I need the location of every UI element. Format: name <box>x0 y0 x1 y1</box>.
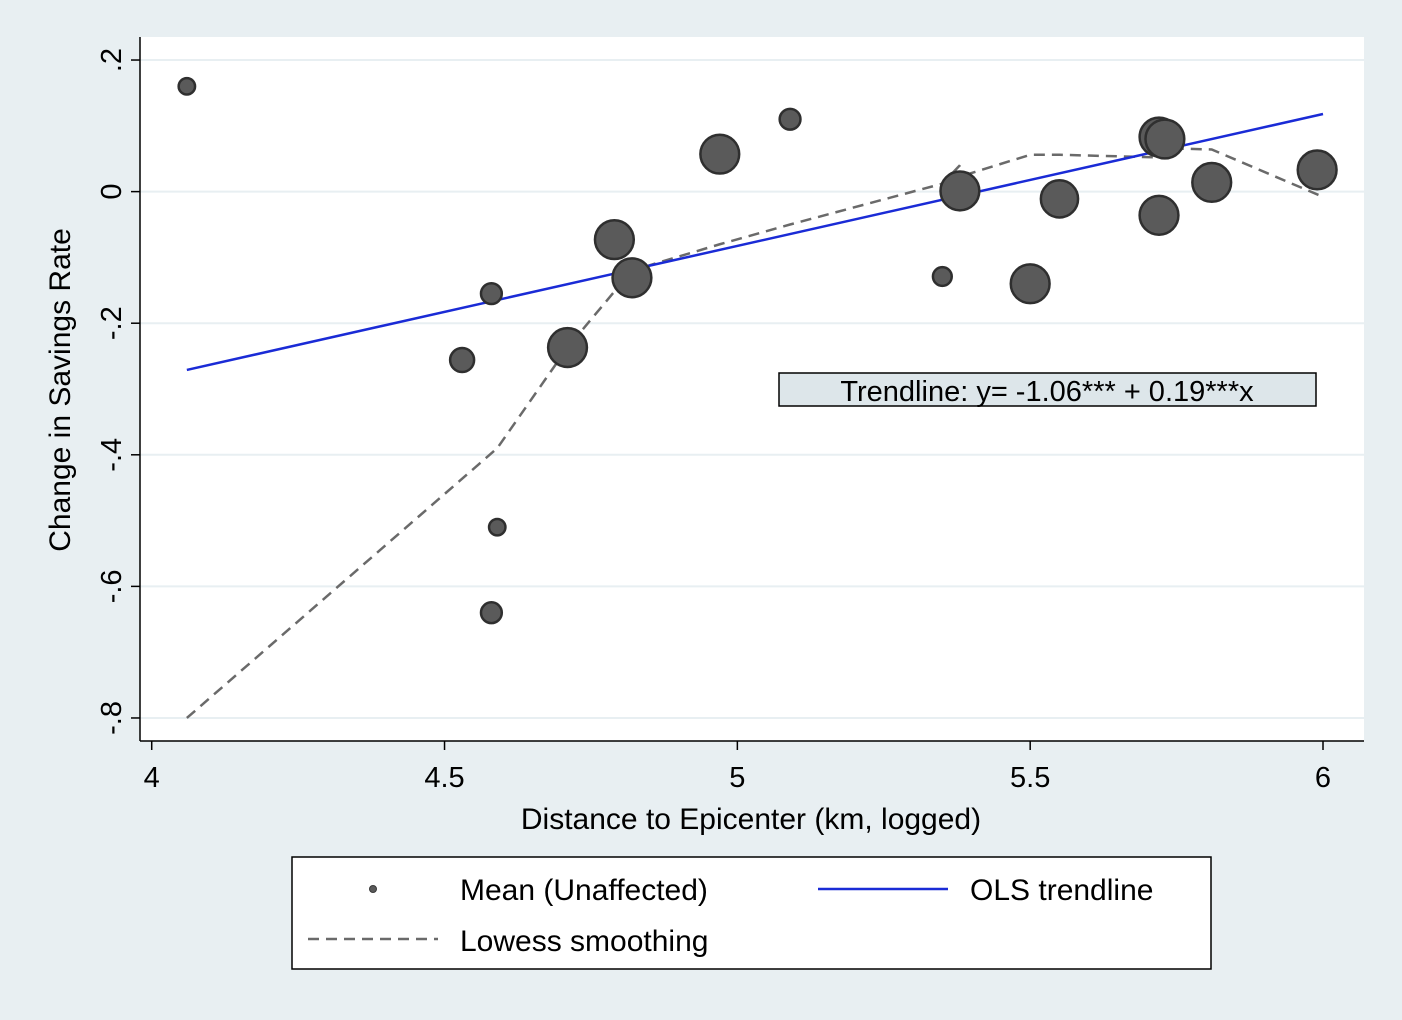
axes: .2 0 -.2 -.4 -.6 -.8 4 4.5 5 5.5 6 <box>96 37 1364 794</box>
x-tick-label: 4 <box>144 762 160 794</box>
ols-trendline <box>186 112 1324 372</box>
data-point <box>1144 118 1186 160</box>
legend-marker-mean <box>369 885 377 893</box>
annotation-background <box>778 372 1317 407</box>
data-point <box>778 107 802 131</box>
data-point <box>611 257 653 299</box>
data-point <box>546 326 589 369</box>
legend-label-ols: OLS trendline <box>970 874 1153 907</box>
data-point <box>1039 179 1080 219</box>
data-point <box>1009 263 1051 305</box>
legend-box <box>291 856 1212 970</box>
data-point <box>699 133 741 175</box>
data-point <box>479 281 504 306</box>
data-point <box>1191 161 1233 204</box>
y-tick-label: .2 <box>96 48 128 72</box>
data-point <box>1296 149 1338 191</box>
data-point <box>939 170 981 212</box>
y-tick-label: -.8 <box>96 701 128 735</box>
legend-label-lowess: Lowess smoothing <box>460 925 708 958</box>
scatter-series <box>177 76 1338 625</box>
gridlines <box>140 59 1364 719</box>
data-point <box>448 346 476 374</box>
data-point <box>593 218 636 261</box>
y-tick-label: -.2 <box>96 306 128 340</box>
x-tick-label: 5.5 <box>1010 762 1050 794</box>
trendline-annotation: Trendline: y= -1.06*** + 0.19***x <box>840 376 1254 408</box>
y-axis-title: Change in Savings Rate <box>44 228 77 552</box>
x-axis-title: Distance to Epicenter (km, logged) <box>521 803 981 836</box>
x-tick-label: 4.5 <box>424 762 464 794</box>
y-tick-label: -.4 <box>96 438 128 472</box>
y-tick-label: 0 <box>96 184 128 200</box>
data-point <box>479 601 504 625</box>
legend-label-mean: Mean (Unaffected) <box>460 874 708 907</box>
ols-series <box>186 112 1324 372</box>
data-point <box>177 76 197 96</box>
annotation-box: Trendline: y= -1.06*** + 0.19***x <box>778 372 1317 408</box>
x-tick-label: 6 <box>1315 762 1331 794</box>
data-point <box>1138 194 1180 236</box>
data-point <box>487 517 507 537</box>
data-point <box>931 265 953 288</box>
legend: Mean (Unaffected) OLS trendline Lowess s… <box>291 856 1212 970</box>
y-tick-label: -.6 <box>96 569 128 603</box>
x-tick-label: 5 <box>729 762 745 794</box>
